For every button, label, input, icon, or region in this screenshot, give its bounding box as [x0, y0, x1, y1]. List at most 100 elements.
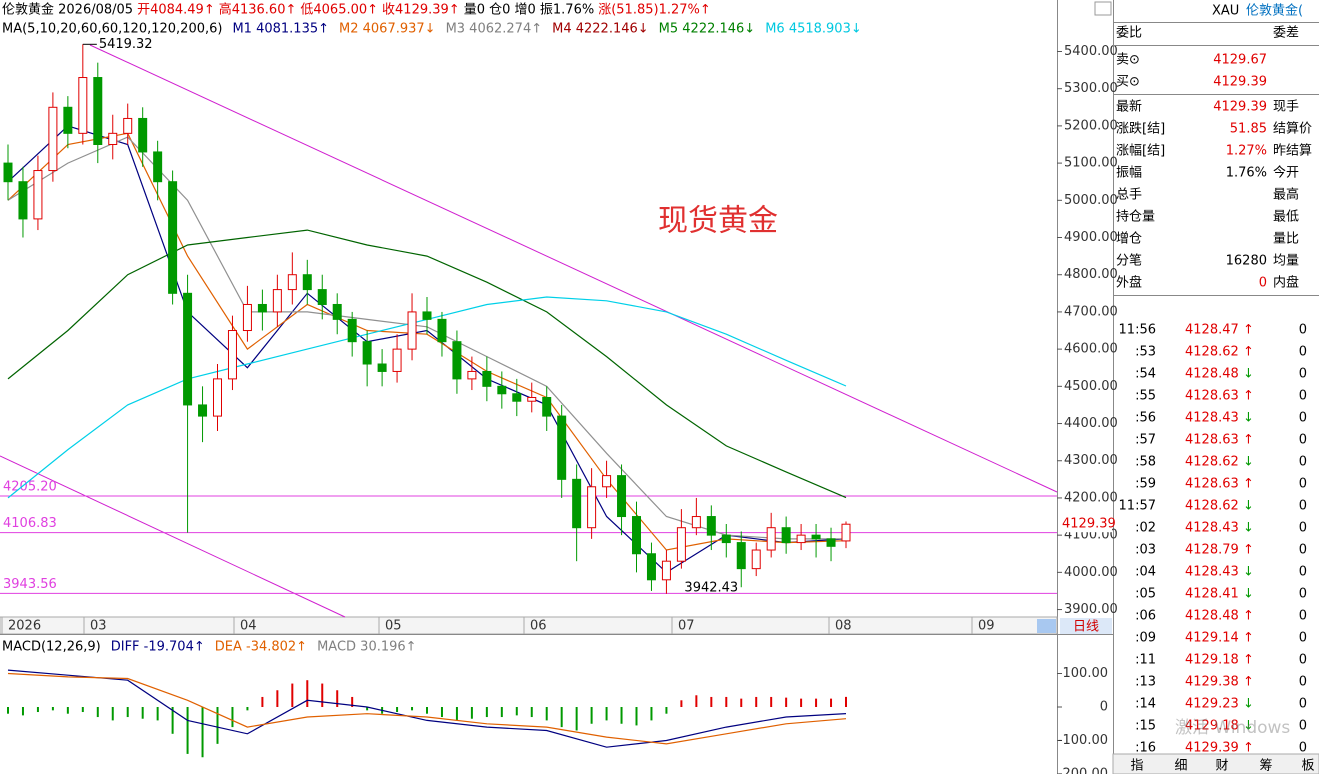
- tick-vol: 0: [1299, 719, 1307, 734]
- legend-item: MACD(12,26,9): [2, 640, 101, 655]
- time-label: 2026: [8, 619, 41, 634]
- candle-body: [138, 117, 148, 153]
- tab[interactable]: 指: [1130, 759, 1143, 774]
- candle-body: [602, 475, 612, 488]
- candle-body: [362, 341, 372, 365]
- label: 买⊙: [1116, 75, 1140, 90]
- tick-dir: ↑: [1243, 345, 1254, 360]
- legend-item: M2 4067.937↓: [339, 22, 436, 37]
- candle-body: [198, 404, 208, 417]
- tab[interactable]: 筹: [1259, 758, 1272, 774]
- time-label: 08: [835, 619, 852, 634]
- tick-price: 4128.62: [1185, 455, 1239, 470]
- candle-body: [168, 181, 178, 294]
- tick-time: :58: [1135, 455, 1156, 470]
- label: 持仓量: [1116, 210, 1155, 225]
- candle-body: [93, 77, 103, 145]
- candle-body: [841, 523, 851, 542]
- tick-price: 4128.63: [1185, 389, 1239, 404]
- y-tick-label: 4400.00: [1064, 416, 1118, 431]
- label: 最高: [1273, 187, 1299, 203]
- candle-body: [183, 292, 193, 406]
- tick-dir: ↑: [1243, 675, 1254, 690]
- candle-body: [123, 117, 133, 134]
- dea-line: [7, 672, 847, 745]
- y-tick-label: 4200.00: [1064, 490, 1118, 505]
- tick-price: 4128.63: [1185, 433, 1239, 448]
- label: 均量: [1273, 254, 1299, 269]
- candle-body: [766, 527, 776, 551]
- tick-time: :02: [1135, 521, 1156, 536]
- label: 最低: [1273, 210, 1299, 225]
- tick-vol: 0: [1299, 653, 1307, 668]
- time-label: 07: [678, 619, 695, 634]
- tick-vol: 0: [1299, 433, 1307, 448]
- candle-body: [467, 370, 477, 380]
- tick-dir: ↑: [1243, 389, 1254, 404]
- tick-time: :56: [1135, 411, 1156, 426]
- tick-dir: ↑: [1243, 741, 1254, 756]
- tick-time: :11: [1135, 653, 1156, 668]
- tick-dir: ↓: [1243, 411, 1254, 426]
- tick-price: 4128.43: [1185, 411, 1239, 426]
- candle-body: [108, 132, 118, 145]
- max-label: 5419.32: [99, 37, 153, 52]
- scroll-box[interactable]: [1037, 619, 1056, 633]
- toggle-box[interactable]: [1094, 1, 1112, 16]
- tick-dir: ↓: [1243, 521, 1254, 536]
- value: 4129.39: [1213, 75, 1267, 90]
- candle-body: [377, 363, 387, 372]
- trend-line: [89, 44, 1058, 493]
- candle-body: [317, 289, 327, 305]
- candle-body: [3, 162, 13, 183]
- label: 结算价: [1273, 122, 1312, 137]
- label: 涨跌[结]: [1116, 121, 1165, 137]
- candle-body: [527, 396, 537, 402]
- candle-body: [422, 311, 432, 320]
- candle-body: [48, 106, 58, 172]
- y-tick-label: 5400.00: [1064, 44, 1118, 59]
- tick-time: :55: [1135, 389, 1156, 404]
- label: 分笔: [1116, 253, 1142, 269]
- y-tick-label: 5100.00: [1064, 156, 1118, 171]
- y-tick-label: 0: [1100, 700, 1108, 715]
- tick-time: :16: [1135, 741, 1156, 756]
- ma-line: [7, 229, 847, 499]
- symbol: XAU: [1212, 4, 1239, 19]
- period-label: 日线: [1073, 620, 1099, 635]
- legend-item: 低4065.00↑: [300, 3, 378, 18]
- y-tick-label: 4700.00: [1064, 304, 1118, 319]
- tab[interactable]: 财: [1215, 759, 1228, 774]
- legend-item: M3 4062.274↑: [446, 22, 543, 37]
- label: 量比: [1273, 232, 1299, 247]
- overlay-title: 现货黄金: [658, 204, 778, 239]
- y-tick-label: 4600.00: [1064, 342, 1118, 357]
- tick-vol: 0: [1299, 411, 1307, 426]
- y-tick-label: 5300.00: [1064, 81, 1118, 96]
- label: 涨幅[结]: [1116, 144, 1165, 159]
- tab[interactable]: 板: [1301, 759, 1314, 774]
- time-label: 06: [530, 619, 547, 634]
- tick-vol: 0: [1299, 499, 1307, 514]
- y-tick-label: -100.00: [1058, 733, 1108, 748]
- label: 现手: [1273, 100, 1299, 115]
- candle-body: [542, 396, 552, 417]
- tick-dir: ↓: [1243, 367, 1254, 382]
- quote-panel: XAU 伦敦黄金(委比 委差卖⊙ 4129.67 买⊙ 4129.39 最新 4129.39 现…: [1113, 3, 1319, 774]
- tick-time: :09: [1135, 631, 1156, 646]
- candle-body: [33, 170, 43, 220]
- tick-vol: 0: [1299, 345, 1307, 360]
- value: 1.27%: [1226, 144, 1267, 159]
- tick-vol: 0: [1299, 367, 1307, 382]
- time-label: 05: [385, 619, 402, 634]
- tick-dir: ↑: [1243, 543, 1254, 558]
- period-box[interactable]: [1060, 618, 1112, 634]
- candle-body: [796, 534, 806, 544]
- tab[interactable]: 细: [1174, 759, 1187, 774]
- y-tick-label: -200.00: [1058, 767, 1108, 774]
- value: 16280: [1226, 254, 1267, 269]
- symbol-name: 伦敦黄金(: [1246, 3, 1303, 19]
- candle-body: [632, 516, 641, 555]
- tick-price: 4128.43: [1185, 565, 1239, 580]
- last-price: 4129.39: [1062, 517, 1116, 532]
